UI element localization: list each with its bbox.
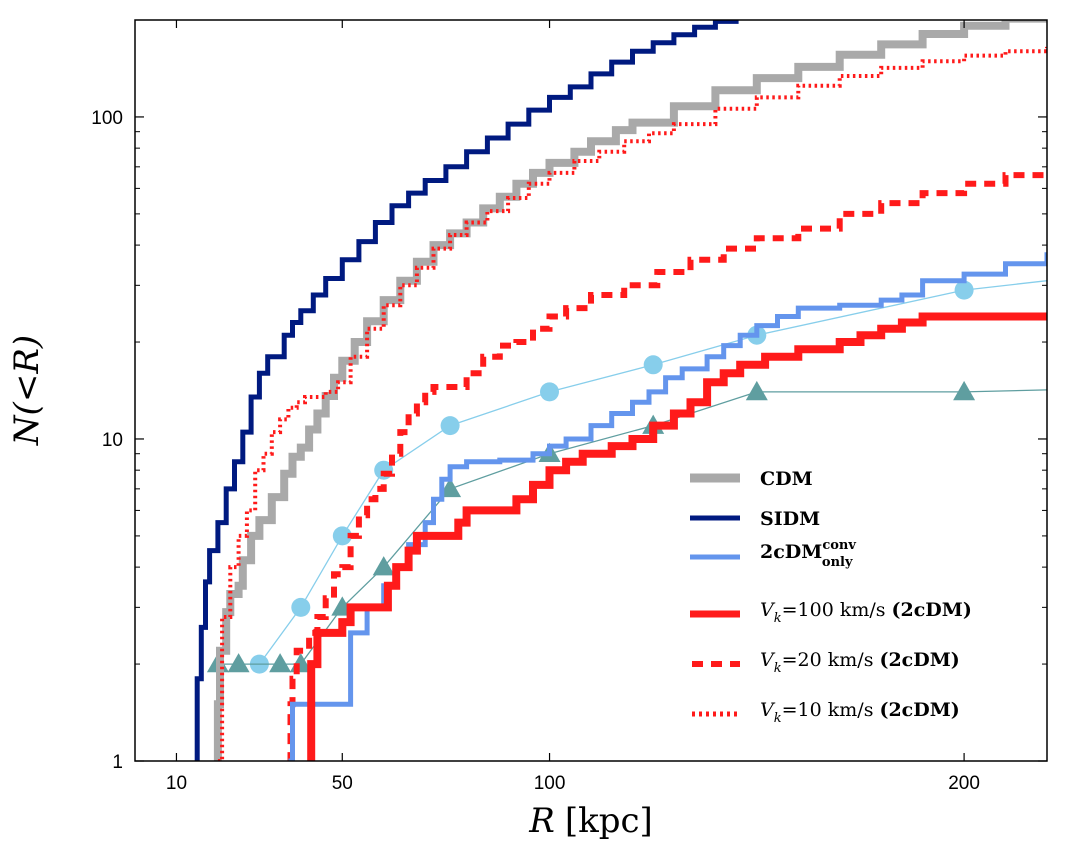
marker-triangles-10	[953, 380, 976, 401]
x-axis-unit: [kpc]	[565, 801, 653, 841]
legend-label-vk10: Vk=10 km/s (2cDM)	[760, 699, 960, 726]
plot-frame	[134, 19, 1048, 762]
x-axis-var: R	[528, 801, 555, 841]
series-line-CDM	[213, 20, 1047, 761]
marker-circles-5	[540, 382, 559, 402]
legend-label-cdm: CDM	[760, 468, 813, 490]
legend-label-sidm: SIDM	[760, 508, 820, 530]
legend-vk100-bold: (2cDM)	[892, 599, 972, 621]
x-tick-label-0: 10	[166, 773, 187, 794]
y-tick-label-1: 10	[102, 430, 123, 451]
legend-vk100-sub: k	[774, 611, 782, 626]
marker-triangles-1	[227, 653, 250, 673]
series-line-Vk20	[287, 170, 1047, 761]
marker-triangles-6	[439, 477, 462, 498]
y-tick-label-0: 1	[112, 752, 123, 773]
legend-vk20-bold: (2cDM)	[879, 649, 959, 671]
series-line-SIDM	[194, 20, 739, 761]
legend-vk100-val: =100 km/s	[782, 599, 886, 621]
marker-circles-8	[954, 280, 974, 300]
legend-vk10-val: =10 km/s	[782, 699, 874, 721]
legend-2cdm-sup: conv	[822, 538, 856, 553]
marker-triangles-5	[372, 556, 395, 576]
y-tick-label-2: 100	[91, 108, 123, 129]
series-line-circles	[258, 280, 1047, 665]
x-tick-label-2: 100	[534, 773, 566, 794]
series-line-triangles	[217, 389, 1047, 665]
marker-triangles-2	[269, 653, 292, 673]
series-line-Vk10	[217, 46, 1047, 761]
marker-circles-4	[440, 416, 460, 436]
legend-vk20-var: V	[760, 649, 776, 671]
x-tick-label-1: 50	[332, 773, 353, 794]
series-line-Vk100	[307, 312, 1047, 761]
legend-vk100-var: V	[760, 599, 776, 621]
marker-triangles-9	[745, 380, 768, 401]
marker-circles-6	[643, 355, 663, 375]
y-axis-label: N(<R)	[7, 335, 47, 446]
legend-2cdm-text: 2cDM	[760, 541, 822, 563]
marker-circles-1	[291, 597, 311, 617]
legend-label-2cdm-conv: 2cDMconv only	[760, 538, 856, 570]
tick-layer: 10 50 100 200 1 10 100	[91, 19, 1047, 794]
legend-label-vk100: Vk=100 km/s (2cDM)	[760, 599, 972, 626]
legend-vk20-sub: k	[774, 661, 782, 676]
legend-label-vk20: Vk=20 km/s (2cDM)	[760, 649, 960, 676]
legend-2cdm-sub: only	[822, 555, 853, 570]
legend-vk20-val: =20 km/s	[782, 649, 874, 671]
legend-vk10-bold: (2cDM)	[879, 699, 959, 721]
legend-vk10-var: V	[760, 699, 776, 721]
x-tick-label-3: 200	[948, 773, 980, 794]
x-axis-label: R [kpc]	[528, 801, 653, 841]
marker-circles-2	[332, 526, 352, 546]
series-layer	[194, 20, 1047, 761]
legend-vk10-sub: k	[774, 711, 782, 726]
legend: CDM SIDM 2cDMconv only Vk=100 km/s (2cDM) …	[690, 468, 972, 726]
